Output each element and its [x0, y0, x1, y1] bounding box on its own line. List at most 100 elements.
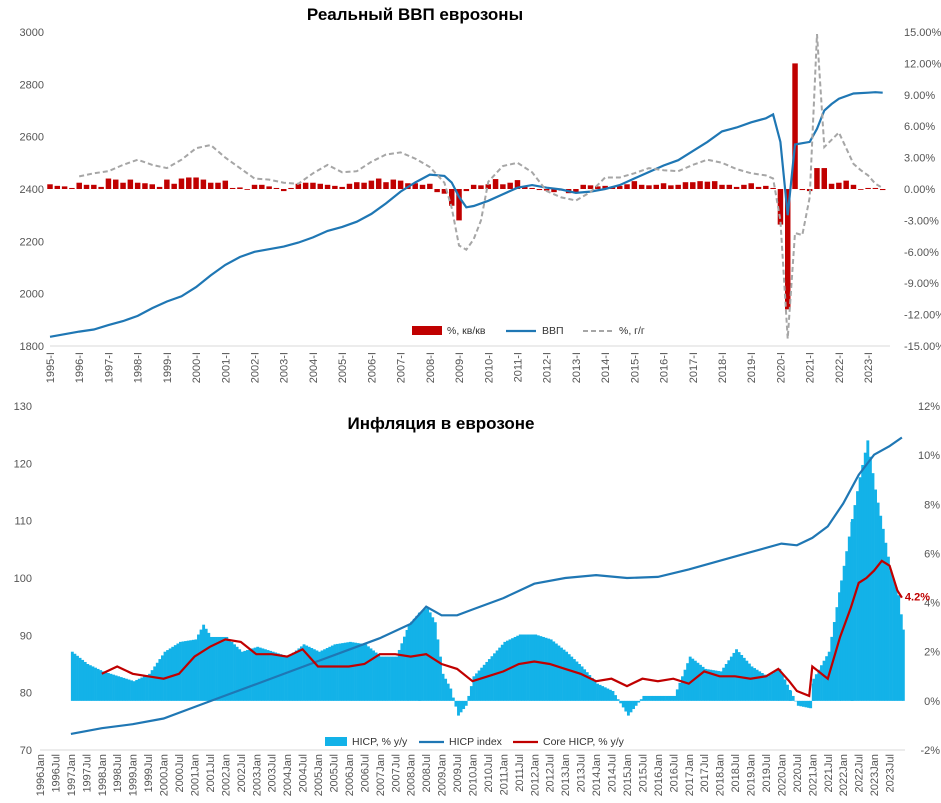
hicp-bar [369, 648, 373, 701]
hicp-bar [629, 700, 633, 713]
x-tick-label: 2023-I [863, 352, 875, 383]
hicp-bar [842, 565, 846, 701]
x-tick-label: 1998Jan [97, 754, 109, 796]
y-tick-label: 2600 [20, 132, 44, 144]
x-tick-label: 2014Jan [591, 754, 603, 796]
hicp-bar [493, 653, 496, 701]
hicp-bar [158, 659, 162, 701]
y2-tick-label: 3.00% [904, 153, 935, 165]
qq-bar [186, 177, 192, 189]
gdp-chart: Реальный ВВП еврозоны 1800 2000 2200 2400 260… [20, 5, 941, 383]
hicp-bar [511, 638, 514, 701]
hicp-bar [868, 456, 872, 701]
x-tick-label: 2016Jan [653, 754, 665, 796]
hicp-bar [809, 700, 813, 709]
y2-tick-label: 6.00% [904, 121, 935, 133]
x-tick-label: 1996-I [74, 352, 86, 383]
hicp-bar [449, 688, 453, 701]
y2-tick-label: 12% [918, 401, 940, 413]
hicp-bar [104, 672, 108, 701]
hicp-bar [526, 634, 530, 701]
hicp-bar [557, 645, 561, 701]
hicp-bar [266, 650, 270, 701]
hicp-bar [845, 551, 849, 701]
x-tick-label: 2015Jan [622, 754, 634, 796]
hicp-bar [644, 695, 648, 701]
qq-bar [492, 179, 499, 189]
hicp-bar [184, 641, 188, 701]
hicp-bar [256, 646, 260, 701]
hicp-bar [634, 700, 638, 706]
qq-bar [879, 189, 886, 191]
hicp-bar [562, 649, 566, 701]
qq-bar [266, 186, 272, 189]
qq-bar [580, 184, 586, 189]
qq-bar [697, 181, 703, 189]
hicp-bar [670, 695, 674, 701]
hicp-bar [76, 655, 79, 701]
hicp-bar [704, 668, 708, 701]
hicp-bar [552, 641, 556, 701]
hicp-bar [135, 679, 139, 701]
hicp-bar [637, 700, 641, 703]
hicp-bar [230, 641, 234, 701]
hicp-bar [441, 673, 445, 701]
hicp-bar [415, 615, 419, 701]
x-tick-label: 2017Jul [699, 754, 711, 793]
hicp-bar [871, 473, 875, 701]
hicp-bar [886, 556, 890, 701]
legend-label-gdp: ВВП [542, 325, 564, 337]
hicp-bar [729, 656, 733, 701]
qq-bar [368, 180, 375, 189]
qq-bar [310, 182, 316, 189]
hicp-bar [590, 677, 594, 701]
qq-bar [858, 189, 864, 190]
hicp-bar [771, 673, 775, 701]
y-tick-label: 70 [20, 745, 32, 757]
hicp-bar [866, 440, 870, 701]
hicp-bar [747, 663, 751, 701]
x-tick-label: 2007-I [396, 352, 408, 383]
hicp-bar [433, 622, 437, 701]
hicp-bar [596, 683, 599, 701]
x-tick-label: 2003-I [279, 352, 291, 383]
hicp-bar [439, 656, 442, 701]
hicp-bar [94, 667, 97, 701]
hicp-bar [626, 700, 630, 716]
legend-label-hicp: HICP, % y/y [352, 736, 408, 748]
hicp-bar [310, 648, 314, 701]
y2-tick-label: 6% [924, 548, 940, 560]
hicp-bar [305, 645, 309, 701]
x-tick-label: 2006-I [366, 352, 378, 383]
x-tick-label: 2000Jul [174, 754, 186, 793]
hicp-bar [202, 624, 206, 701]
x-tick-label: 2003Jan [251, 754, 263, 796]
x-tick-label: 2007Jul [390, 754, 402, 793]
qq-bar [375, 178, 382, 189]
hicp-bar [294, 650, 298, 701]
qq-bar [229, 187, 236, 189]
hicp-bar [397, 649, 401, 701]
y2-tick-label: 8% [924, 499, 940, 511]
qq-bar [412, 183, 418, 189]
hicp-bar [112, 674, 115, 701]
hicp-bar [114, 675, 118, 701]
qq-bar [872, 187, 879, 189]
hicp-bar [454, 700, 458, 707]
hicp-bar [377, 654, 381, 701]
hicp-bar [585, 672, 589, 701]
hicp-bar [575, 661, 579, 701]
x-tick-label: 1999Jul [143, 754, 155, 793]
legend-label-core: Core HICP, % y/y [543, 736, 625, 748]
hicp-bar [652, 695, 656, 701]
x-tick-label: 2022Jul [854, 754, 866, 793]
hicp-bar [328, 646, 332, 701]
hicp-bar [240, 651, 244, 701]
hicp-bar [606, 688, 610, 701]
qq-bar [668, 185, 674, 189]
hicp-bar [395, 656, 399, 701]
hicp-bar [542, 636, 545, 701]
hicp-bar [701, 666, 705, 701]
hicp-bar [457, 700, 460, 716]
qq-bar [726, 184, 733, 189]
